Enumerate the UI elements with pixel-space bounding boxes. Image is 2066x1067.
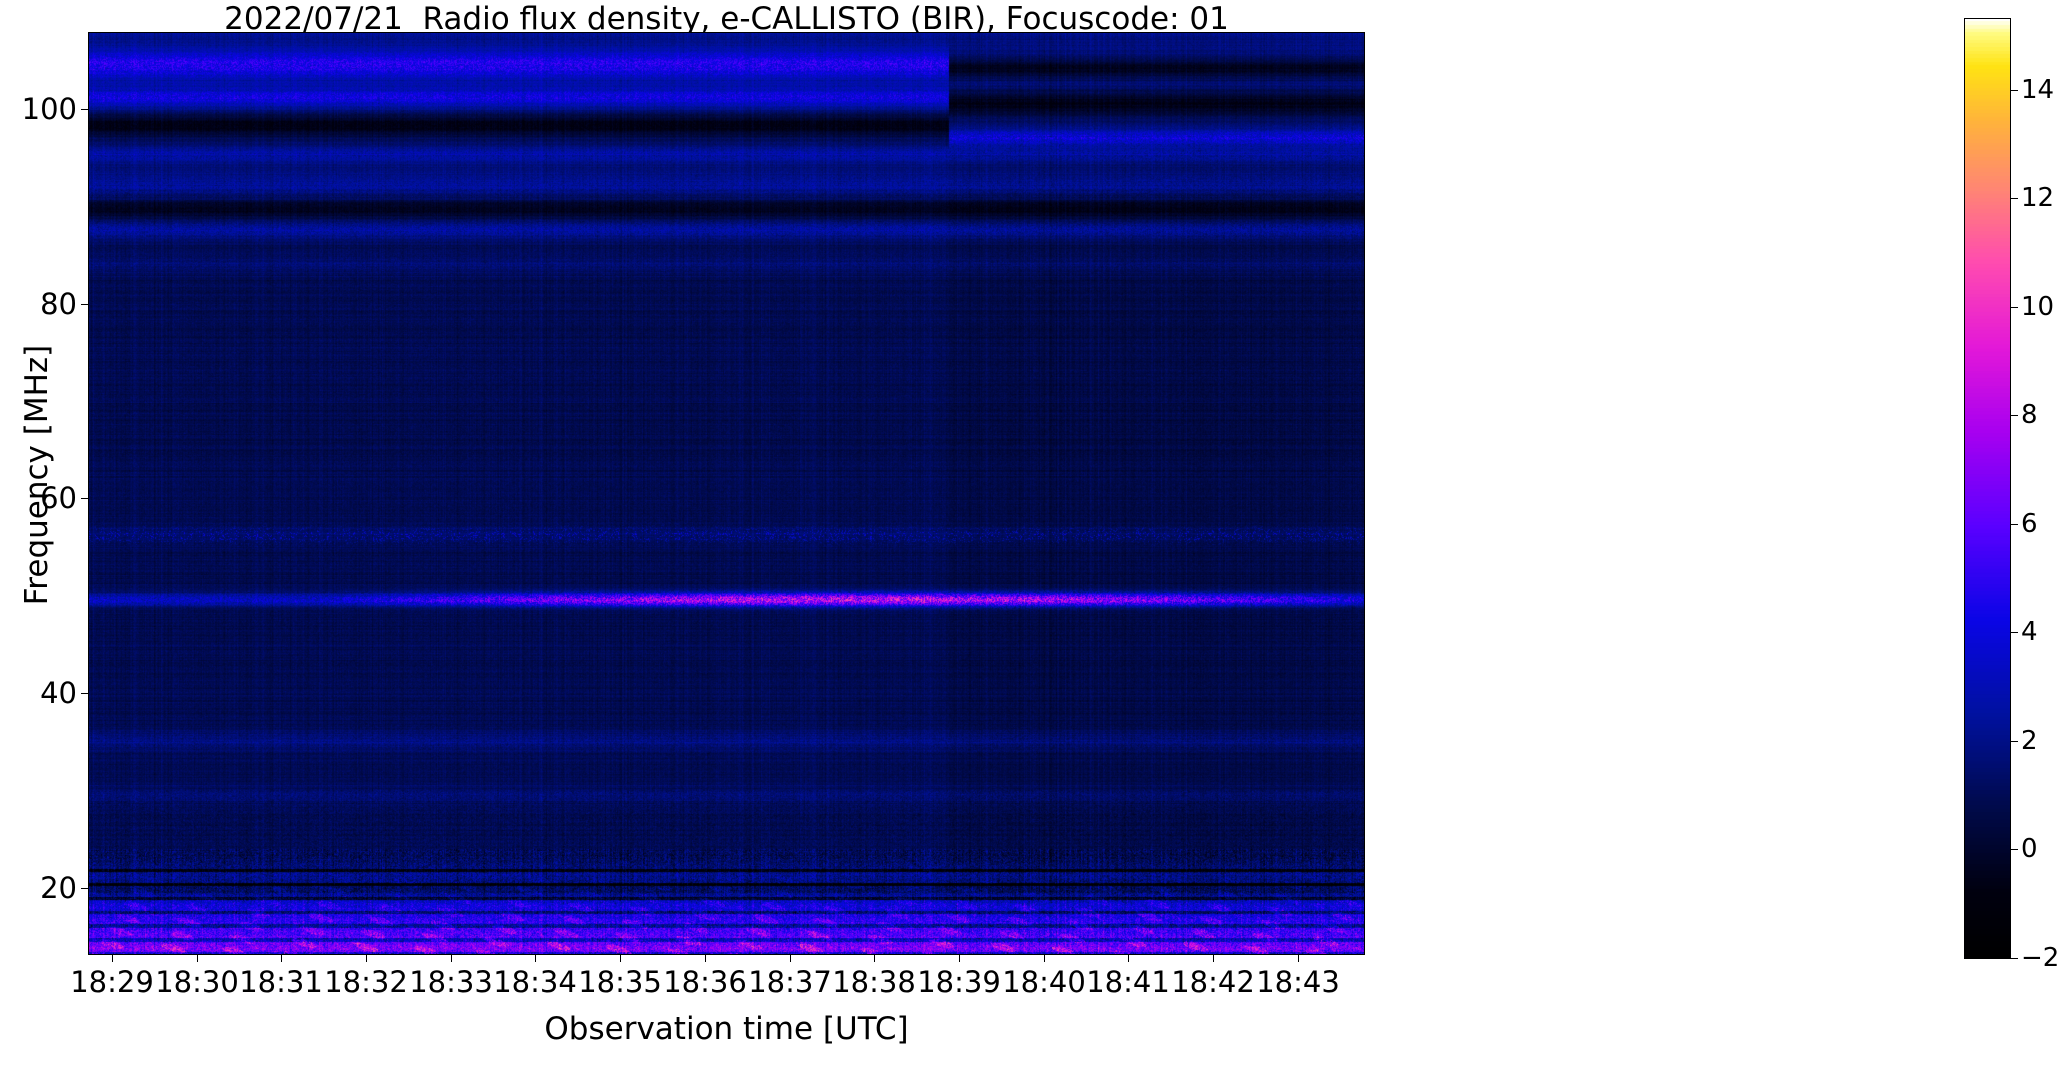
x-tick-label: 18:34 [493,965,577,999]
x-tick-label: 18:41 [1086,965,1170,999]
colorbar-tick-mark [2011,307,2018,308]
x-tick-mark [1298,955,1299,962]
y-axis-title: Frequency [MHz] [19,344,55,606]
x-tick-label: 18:29 [70,965,154,999]
x-tick-label: 18:38 [832,965,916,999]
x-tick-mark [366,955,367,962]
x-tick-label: 18:30 [155,965,239,999]
y-tick-mark [81,498,88,499]
y-tick-mark [81,693,88,694]
y-tick-mark [81,888,88,889]
y-tick-mark [81,304,88,305]
x-axis-title: Observation time [UTC] [544,1011,909,1047]
colorbar-tick-label: 14 [2021,75,2055,105]
x-tick-label: 18:40 [1002,965,1086,999]
x-tick-mark [1213,955,1214,962]
x-tick-mark [1044,955,1045,962]
y-tick-label: 80 [40,287,77,321]
colorbar-tick-label: 6 [2021,509,2038,539]
colorbar-tick-label: 0 [2021,834,2038,864]
x-tick-mark [197,955,198,962]
y-tick-label: 100 [21,92,77,126]
y-tick-mark [81,109,88,110]
colorbar-tick-mark [2011,90,2018,91]
x-tick-mark [959,955,960,962]
x-tick-mark [874,955,875,962]
x-tick-mark [790,955,791,962]
x-tick-label: 18:42 [1171,965,1255,999]
x-tick-mark [620,955,621,962]
x-tick-label: 18:43 [1256,965,1340,999]
colorbar-tick-label: 10 [2021,292,2055,322]
y-tick-label: 20 [40,871,77,905]
colorbar-tick-label: −2 [2021,943,2060,973]
colorbar-tick-mark [2011,415,2018,416]
figure-title: 2022/07/21 Radio flux density, e-CALLIST… [224,1,1229,37]
colorbar-tick-label: 8 [2021,400,2038,430]
x-tick-mark [535,955,536,962]
x-tick-label: 18:32 [324,965,408,999]
x-tick-mark [451,955,452,962]
spectrogram-image [89,33,1364,954]
x-tick-mark [112,955,113,962]
spectrogram-plot-area[interactable] [88,32,1365,955]
colorbar-gradient [1965,19,2010,958]
y-tick-label: 60 [40,481,77,515]
colorbar-tick-mark [2011,198,2018,199]
x-tick-label: 18:37 [748,965,832,999]
y-tick-label: 40 [40,676,77,710]
colorbar-tick-mark [2011,741,2018,742]
colorbar[interactable] [1964,18,2011,959]
colorbar-tick-mark [2011,958,2018,959]
x-tick-label: 18:36 [663,965,747,999]
colorbar-tick-mark [2011,632,2018,633]
colorbar-tick-mark [2011,849,2018,850]
x-tick-mark [281,955,282,962]
x-tick-label: 18:33 [409,965,493,999]
colorbar-tick-label: 4 [2021,617,2038,647]
colorbar-tick-label: 2 [2021,726,2038,756]
x-tick-label: 18:35 [578,965,662,999]
x-tick-mark [1128,955,1129,962]
x-tick-label: 18:31 [239,965,323,999]
x-tick-mark [705,955,706,962]
x-tick-label: 18:39 [917,965,1001,999]
colorbar-tick-mark [2011,524,2018,525]
colorbar-tick-label: 12 [2021,183,2055,213]
